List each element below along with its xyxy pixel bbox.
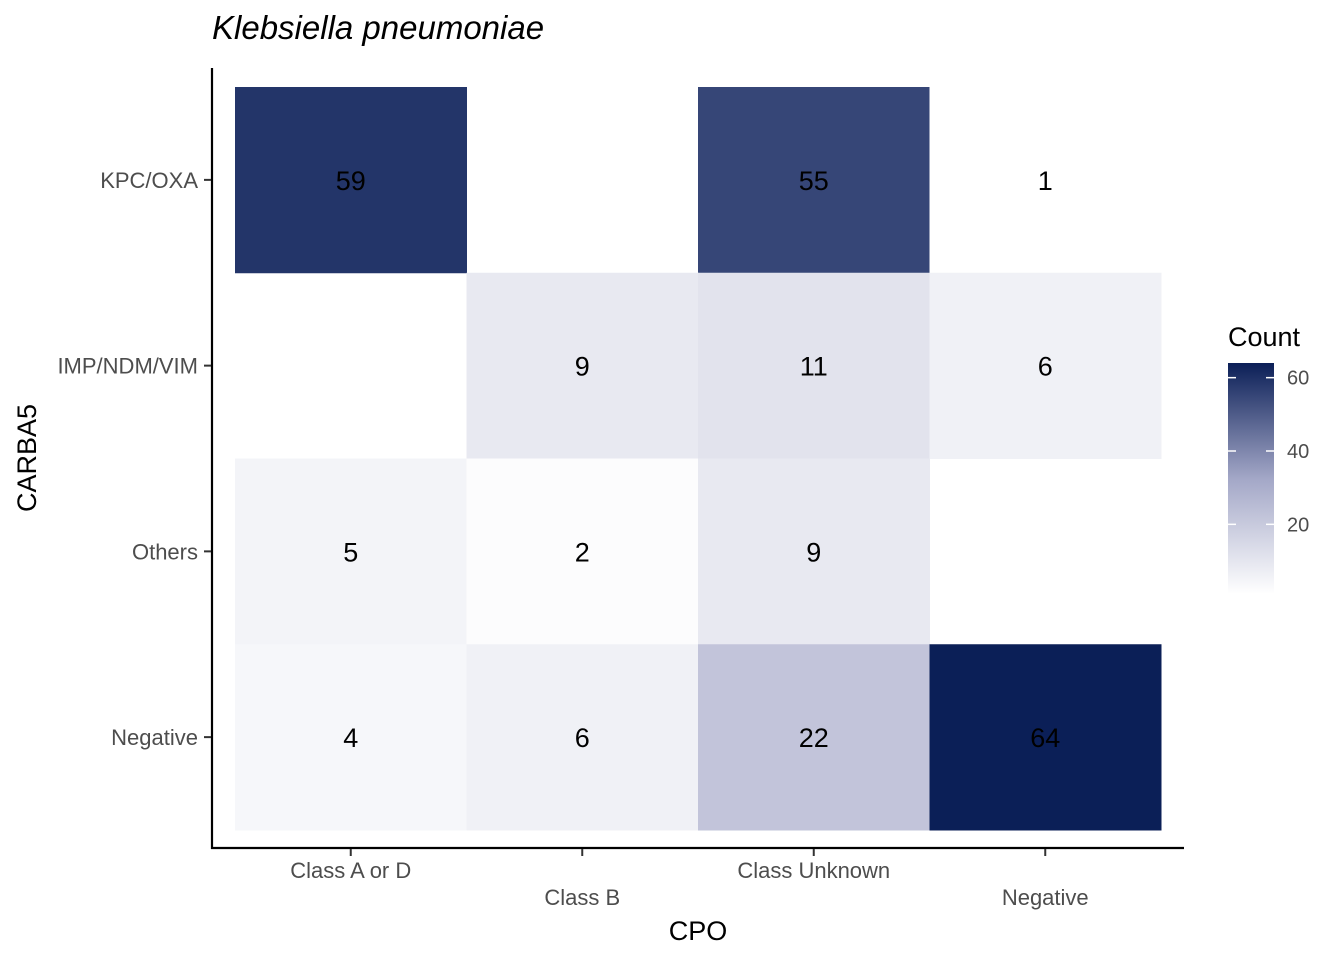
x-tick-label: Class Unknown (737, 858, 890, 883)
cell-value-label: 22 (799, 723, 829, 753)
y-tick-label: IMP/NDM/VIM (57, 354, 198, 379)
legend-tick-label: 60 (1287, 368, 1309, 390)
legend-title: Count (1228, 322, 1301, 352)
cell-value-label: 11 (800, 352, 828, 382)
legend-tick-label: 20 (1287, 514, 1309, 536)
x-axis-ticks: Class A or D Class B Class Unknown Negative (290, 849, 1089, 910)
y-tick-label: Negative (111, 725, 198, 750)
heatmap-cell (235, 644, 467, 831)
y-axis-ticks: KPC/OXA IMP/NDM/VIM Others Negative (57, 168, 211, 750)
heatmap-cell (929, 87, 1162, 274)
cell-value-label: 5 (343, 537, 358, 567)
cell-value-label: 6 (1038, 352, 1053, 382)
cell-value-label: 2 (575, 537, 590, 567)
heatmap-cell (698, 87, 930, 274)
heatmap-cell (929, 644, 1162, 831)
legend-ticks: 20 40 60 (1228, 368, 1309, 536)
heatmap-cell (698, 644, 930, 831)
heatmap-cell (698, 272, 930, 459)
legend-colorbar (1228, 363, 1274, 594)
heatmap-cells (235, 87, 1162, 831)
cell-value-label: 64 (1030, 723, 1060, 753)
cell-value-label: 9 (575, 352, 590, 382)
y-tick-label: KPC/OXA (100, 168, 198, 193)
cell-value-label: 59 (336, 166, 366, 196)
heatmap-cell (698, 458, 930, 645)
heatmap-cell (235, 458, 467, 645)
x-tick-label: Class A or D (290, 858, 411, 883)
heatmap-cell (466, 272, 699, 459)
x-tick-label: Negative (1002, 885, 1089, 910)
chart-title: Klebsiella pneumoniae (212, 9, 544, 46)
heatmap-cell (235, 87, 467, 274)
x-tick-label: Class B (544, 885, 620, 910)
cell-labels: 59 55 1 9 11 6 5 2 9 4 6 22 64 (336, 166, 1061, 753)
cell-value-label: 4 (343, 723, 358, 753)
cell-value-label: 1 (1038, 166, 1053, 196)
y-tick-label: Others (132, 539, 198, 564)
cell-value-label: 6 (575, 723, 590, 753)
y-axis-title: CARBA5 (12, 404, 42, 512)
heatmap-cell (466, 458, 699, 645)
x-axis-title: CPO (669, 916, 728, 946)
legend: Count 20 40 60 (1228, 322, 1309, 594)
cell-value-label: 55 (799, 166, 829, 196)
legend-tick-label: 40 (1287, 441, 1309, 463)
heatmap-cell (466, 644, 699, 831)
cell-value-label: 9 (806, 537, 821, 567)
heatmap-cell (929, 272, 1162, 459)
